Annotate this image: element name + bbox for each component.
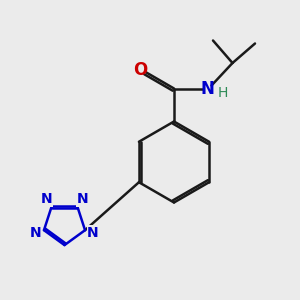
Text: N: N — [30, 226, 42, 240]
Text: N: N — [87, 226, 99, 240]
Text: N: N — [200, 80, 214, 98]
Text: N: N — [41, 192, 53, 206]
Text: N: N — [76, 192, 88, 206]
Text: O: O — [133, 61, 147, 79]
Text: H: H — [218, 86, 228, 100]
